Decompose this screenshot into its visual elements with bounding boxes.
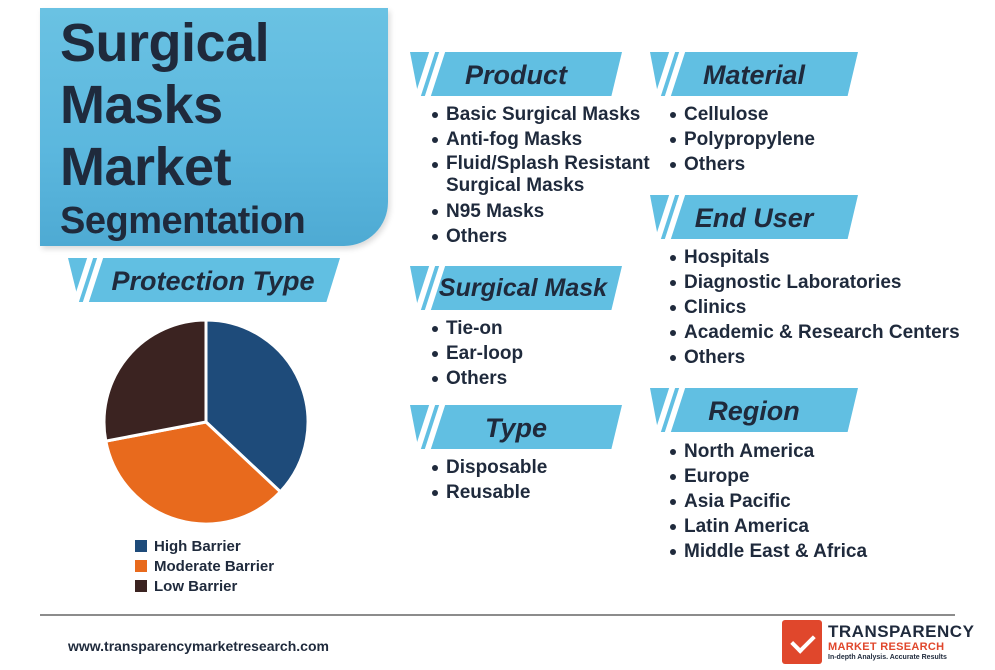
- list-item: Diagnostic Laboratories: [668, 270, 960, 295]
- region-list: North America Europe Asia Pacific Latin …: [668, 439, 867, 564]
- legend-item-low-barrier: Low Barrier: [135, 576, 274, 596]
- protection-type-pie-chart: [102, 318, 310, 526]
- logo-tagline: In-depth Analysis. Accurate Results: [828, 654, 947, 661]
- type-list: Disposable Reusable: [430, 455, 547, 505]
- surgical-mask-heading: Surgical Mask: [438, 274, 608, 302]
- type-banner: Type: [410, 405, 622, 449]
- protection-type-heading: Protection Type: [111, 266, 315, 296]
- footer-url[interactable]: www.transparencymarketresearch.com: [68, 638, 329, 654]
- list-item-line: Surgical Masks: [446, 175, 585, 196]
- list-item: Hospitals: [668, 245, 960, 270]
- pie-slice-low-barrier: [102, 318, 208, 443]
- end-user-list: Hospitals Diagnostic Laboratories Clinic…: [668, 245, 960, 370]
- end-user-banner: End User: [650, 195, 858, 239]
- list-item: Others: [430, 366, 523, 391]
- surgical-mask-banner: Surgical Mask: [410, 266, 622, 310]
- list-item: Cellulose: [668, 102, 815, 127]
- product-heading: Product: [464, 60, 567, 90]
- legend-swatch: [135, 580, 147, 592]
- footer-divider: [40, 614, 955, 616]
- list-item: Ear-loop: [430, 341, 523, 366]
- product-banner: Product: [410, 52, 622, 96]
- pie-slice-moderate-barrier: [104, 420, 283, 526]
- surgical-mask-list: Tie-on Ear-loop Others: [430, 316, 523, 391]
- list-item: Clinics: [668, 295, 960, 320]
- list-item: Others: [668, 152, 815, 177]
- list-item: Middle East & Africa: [668, 539, 867, 564]
- product-list: Basic Surgical Masks Anti-fog Masks Flui…: [430, 102, 650, 249]
- page-title-line-2: Masks: [60, 75, 223, 135]
- list-item: North America: [668, 439, 867, 464]
- pie-slice-high-barrier: [204, 318, 310, 494]
- logo-subname: MARKET RESEARCH: [828, 641, 945, 653]
- page-title-line-1: Surgical: [60, 13, 270, 73]
- region-heading: Region: [708, 396, 800, 426]
- end-user-heading: End User: [694, 203, 814, 233]
- list-item: Others: [668, 345, 960, 370]
- legend-label: Moderate Barrier: [154, 557, 275, 575]
- list-item: Asia Pacific: [668, 489, 867, 514]
- legend-label: High Barrier: [154, 537, 241, 555]
- legend-item-moderate-barrier: Moderate Barrier: [135, 556, 274, 576]
- protection-type-banner: Protection Type: [68, 258, 340, 302]
- legend-swatch: [135, 560, 147, 572]
- list-item: Tie-on: [430, 316, 523, 341]
- legend-swatch: [135, 540, 147, 552]
- list-item: Others: [430, 224, 650, 249]
- list-item: Anti-fog Masks: [430, 127, 650, 152]
- list-item: Academic & Research Centers: [668, 320, 960, 345]
- legend-item-high-barrier: High Barrier: [135, 536, 274, 556]
- list-item-line: Fluid/Splash Resistant: [446, 153, 650, 174]
- legend-label: Low Barrier: [154, 577, 238, 595]
- material-list: Cellulose Polypropylene Others: [668, 102, 815, 177]
- type-heading: Type: [484, 413, 547, 443]
- logo-name: TRANSPARENCY: [828, 622, 975, 641]
- list-item: Europe: [668, 464, 867, 489]
- list-item: Fluid/Splash Resistant Surgical Masks: [430, 152, 650, 199]
- pie-legend: High Barrier Moderate Barrier Low Barrie…: [135, 536, 274, 596]
- material-banner: Material: [650, 52, 858, 96]
- list-item: Latin America: [668, 514, 867, 539]
- logo-mark-icon: [782, 620, 822, 664]
- material-heading: Material: [702, 60, 806, 90]
- list-item: Polypropylene: [668, 127, 815, 152]
- company-logo: TRANSPARENCY MARKET RESEARCH In-depth An…: [782, 620, 974, 666]
- page-title-line-4: Segmentation: [60, 200, 306, 242]
- title-box: Surgical Masks Market Segmentation: [40, 8, 388, 246]
- region-banner: Region: [650, 388, 858, 432]
- page-title-line-3: Market: [60, 137, 232, 197]
- list-item: N95 Masks: [430, 199, 650, 224]
- list-item: Disposable: [430, 455, 547, 480]
- list-item: Reusable: [430, 480, 547, 505]
- list-item: Basic Surgical Masks: [430, 102, 650, 127]
